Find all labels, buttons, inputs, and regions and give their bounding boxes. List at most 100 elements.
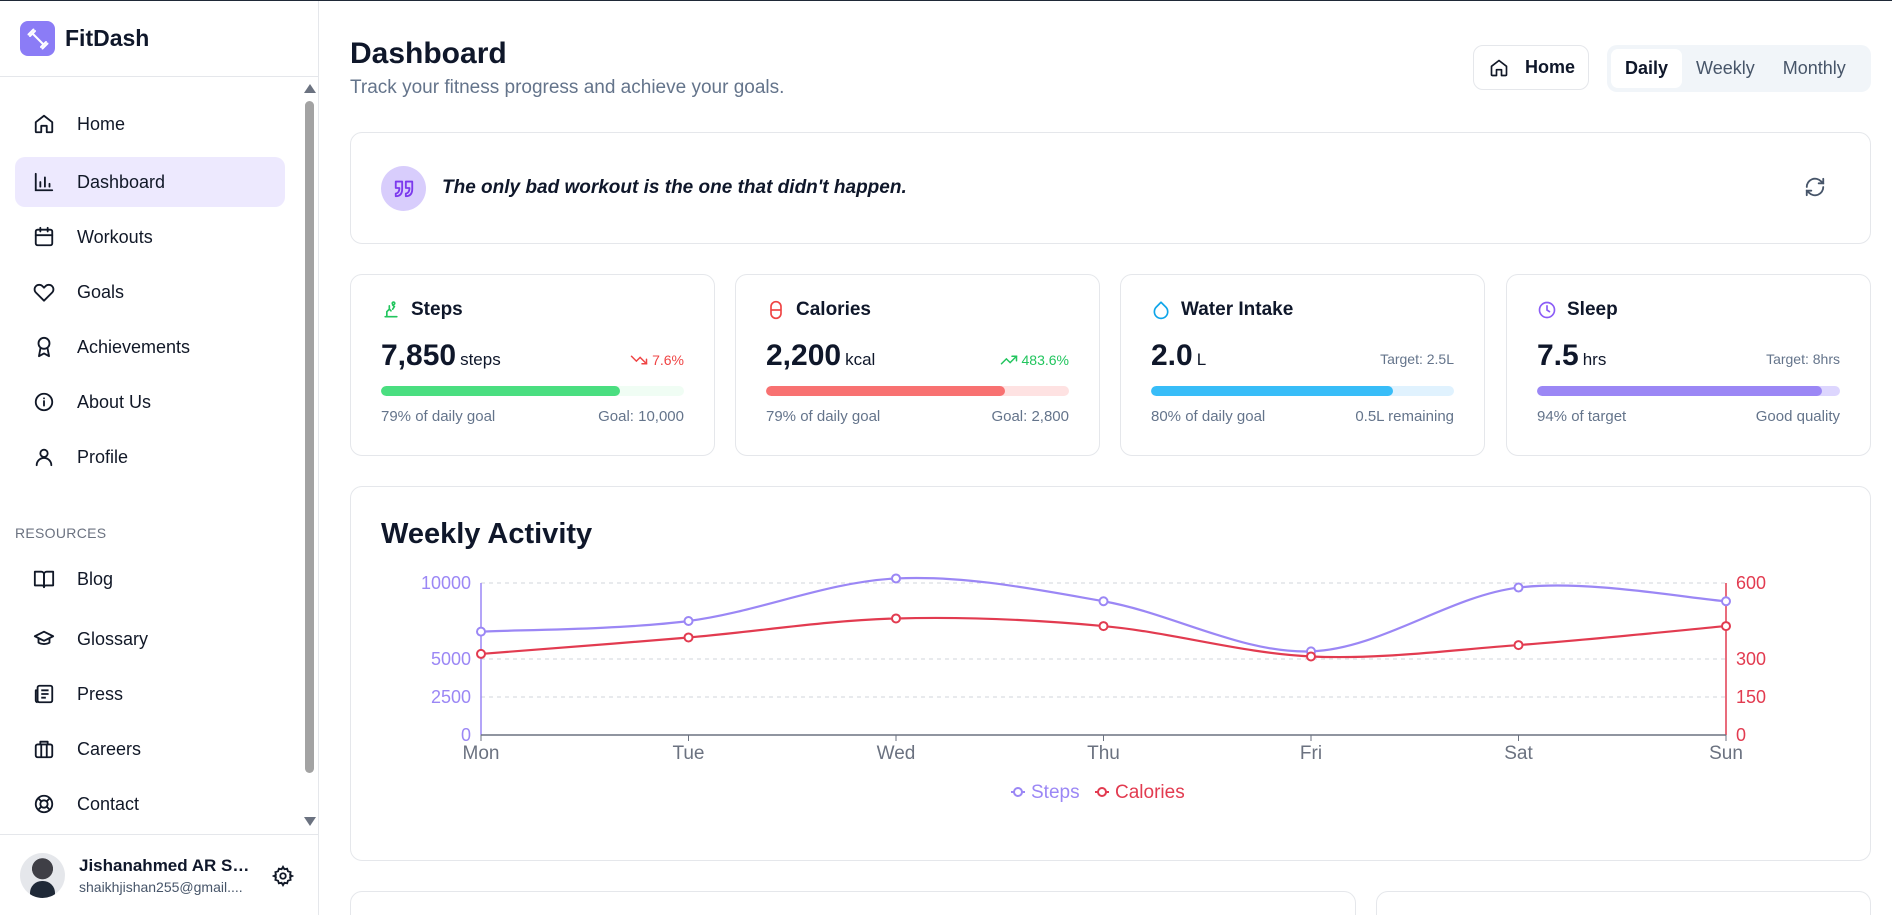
stat-foot-left: 94% of target: [1537, 408, 1627, 425]
quote-card: The only bad workout is the one that did…: [350, 132, 1871, 244]
stat-value: 7.5 hrs: [1537, 339, 1607, 372]
legend-swatch-point: [1013, 787, 1023, 797]
sidebar-item-achievements[interactable]: Achievements: [15, 322, 285, 372]
resources-label: RESOURCES: [15, 525, 107, 541]
sidebar-item-label: Achievements: [77, 336, 191, 357]
sidebar-item-contact[interactable]: Contact: [15, 779, 285, 829]
sidebar-item-careers[interactable]: Careers: [15, 724, 285, 774]
progress-fill: [1151, 386, 1394, 396]
progress-bar: [381, 386, 684, 396]
bottom-card-left: [350, 891, 1356, 915]
clock-icon: [1538, 301, 1556, 319]
footprints-icon: [384, 301, 398, 318]
scroll-up-arrow-icon[interactable]: [304, 84, 316, 93]
trending-down-icon: [630, 355, 648, 365]
sidebar-item-label: Profile: [77, 446, 129, 467]
progress-fill: [381, 386, 621, 396]
quote-icon: [381, 165, 426, 211]
dumbbell-icon: [20, 21, 55, 56]
capsule-icon: [770, 300, 782, 320]
sidebar-item-goals[interactable]: Goals: [15, 267, 285, 317]
bottom-card-right: [1376, 891, 1871, 915]
tab-monthly[interactable]: Monthly: [1782, 58, 1846, 78]
sidebar-item-about-us[interactable]: About Us: [15, 377, 285, 427]
weekly-activity-chart: 0 2500 5000 10000 0 150 300 600 Mon Tue Wed Thu Fri S…: [421, 573, 1766, 803]
data-point-steps: [1721, 596, 1731, 607]
right-axis-tick-label: 0: [1736, 725, 1746, 745]
stat-title: Calories: [796, 299, 871, 320]
right-axis-tick-label: 300: [1736, 649, 1766, 669]
left-axis-tick-label: 10000: [421, 573, 471, 593]
data-point-steps: [1098, 596, 1109, 607]
stat-unit: hrs: [1582, 350, 1607, 369]
sidebar-item-blog[interactable]: Blog: [15, 554, 285, 604]
scroll-down-arrow-icon[interactable]: [304, 817, 316, 826]
heart-icon: [33, 283, 55, 302]
stat-foot-right: Goal: 2,800: [991, 408, 1069, 425]
stat-foot-right: Goal: 10,000: [598, 408, 684, 425]
x-axis-tick-label: Wed: [877, 743, 916, 764]
sidebar-item-profile[interactable]: Profile: [15, 432, 285, 482]
sidebar-scrollbar[interactable]: [302, 79, 316, 831]
briefcase-icon: [34, 740, 54, 759]
tab-daily[interactable]: Daily: [1611, 49, 1683, 88]
home-button[interactable]: Home: [1473, 45, 1589, 90]
legend-label: Steps: [1031, 782, 1080, 803]
gear-icon[interactable]: [272, 864, 294, 887]
sidebar-item-glossary[interactable]: Glossary: [15, 614, 285, 664]
stat-target: Target: 2.5L: [1380, 351, 1454, 367]
data-point-steps: [476, 626, 486, 637]
stat-foot-left: 80% of daily goal: [1151, 408, 1266, 425]
left-axis-tick-label: 5000: [431, 649, 471, 669]
book-icon: [33, 570, 55, 589]
user-icon: [35, 448, 53, 467]
page-subtitle: Track your fitness progress and achieve …: [350, 77, 785, 98]
x-axis-tick-label: Tue: [672, 743, 704, 764]
sidebar-item-label: About Us: [77, 391, 152, 412]
legend-label: Calories: [1115, 782, 1185, 803]
sidebar-item-press[interactable]: Press: [15, 669, 285, 719]
avatar[interactable]: [20, 853, 65, 898]
data-point-calories: [1513, 640, 1524, 651]
tab-weekly[interactable]: Weekly: [1696, 58, 1755, 78]
droplet-icon: [1153, 301, 1169, 320]
scroll-thumb[interactable]: [305, 101, 314, 773]
quote-text: The only bad workout is the one that did…: [442, 177, 907, 198]
award-icon: [37, 336, 51, 358]
home-button-label: Home: [1525, 57, 1576, 77]
stat-title: Sleep: [1567, 299, 1618, 320]
sleep-card: Sleep 7.5 hrs Target: 8hrs 94% of target …: [1506, 274, 1871, 456]
data-point-calories: [1098, 621, 1109, 632]
water-intake-card: Water Intake 2.0 L Target: 2.5L 80% of da…: [1120, 274, 1485, 456]
sidebar-item-dashboard[interactable]: Dashboard: [15, 157, 285, 207]
brand-name: FitDash: [65, 25, 150, 51]
x-axis-tick-label: Sun: [1709, 743, 1743, 764]
sidebar-item-workouts[interactable]: Workouts: [15, 212, 285, 262]
stat-title: Water Intake: [1181, 299, 1294, 320]
stat-foot-left: 79% of daily goal: [381, 408, 496, 425]
calories-card: Calories 2,200 kcal 483.6% 79% of daily g…: [735, 274, 1100, 456]
home-icon: [1490, 59, 1508, 76]
period-toggle: Daily Weekly Monthly: [1607, 45, 1871, 92]
x-axis-tick-label: Sat: [1504, 743, 1533, 764]
data-point-calories: [1306, 651, 1316, 662]
sidebar-item-label: Dashboard: [77, 171, 166, 192]
data-point-calories: [891, 613, 901, 624]
home-icon: [34, 114, 54, 134]
graduation-cap-icon: [33, 630, 55, 645]
x-axis-tick-label: Thu: [1087, 743, 1120, 764]
stat-unit: kcal: [845, 350, 876, 369]
sidebar-item-home[interactable]: Home: [15, 99, 285, 149]
brand[interactable]: FitDash: [0, 1, 318, 77]
series-line-steps: [480, 576, 1727, 653]
sidebar-item-label: Glossary: [77, 628, 149, 649]
refresh-icon[interactable]: [1804, 176, 1826, 198]
left-axis-tick-label: 2500: [431, 687, 471, 707]
sidebar-nav: Home Dashboard Workouts Goals Achievemen…: [0, 79, 300, 831]
steps-card: Steps 7,850 steps 7.6% 79% of daily goal …: [350, 274, 715, 456]
stat-foot-left: 79% of daily goal: [766, 408, 881, 425]
progress-bar: [766, 386, 1069, 396]
data-point-calories: [1721, 621, 1731, 632]
x-axis-tick-label: Fri: [1300, 743, 1322, 764]
user-info: Jishanahmed AR Sh... shaikhjishan255@gma…: [79, 856, 254, 895]
